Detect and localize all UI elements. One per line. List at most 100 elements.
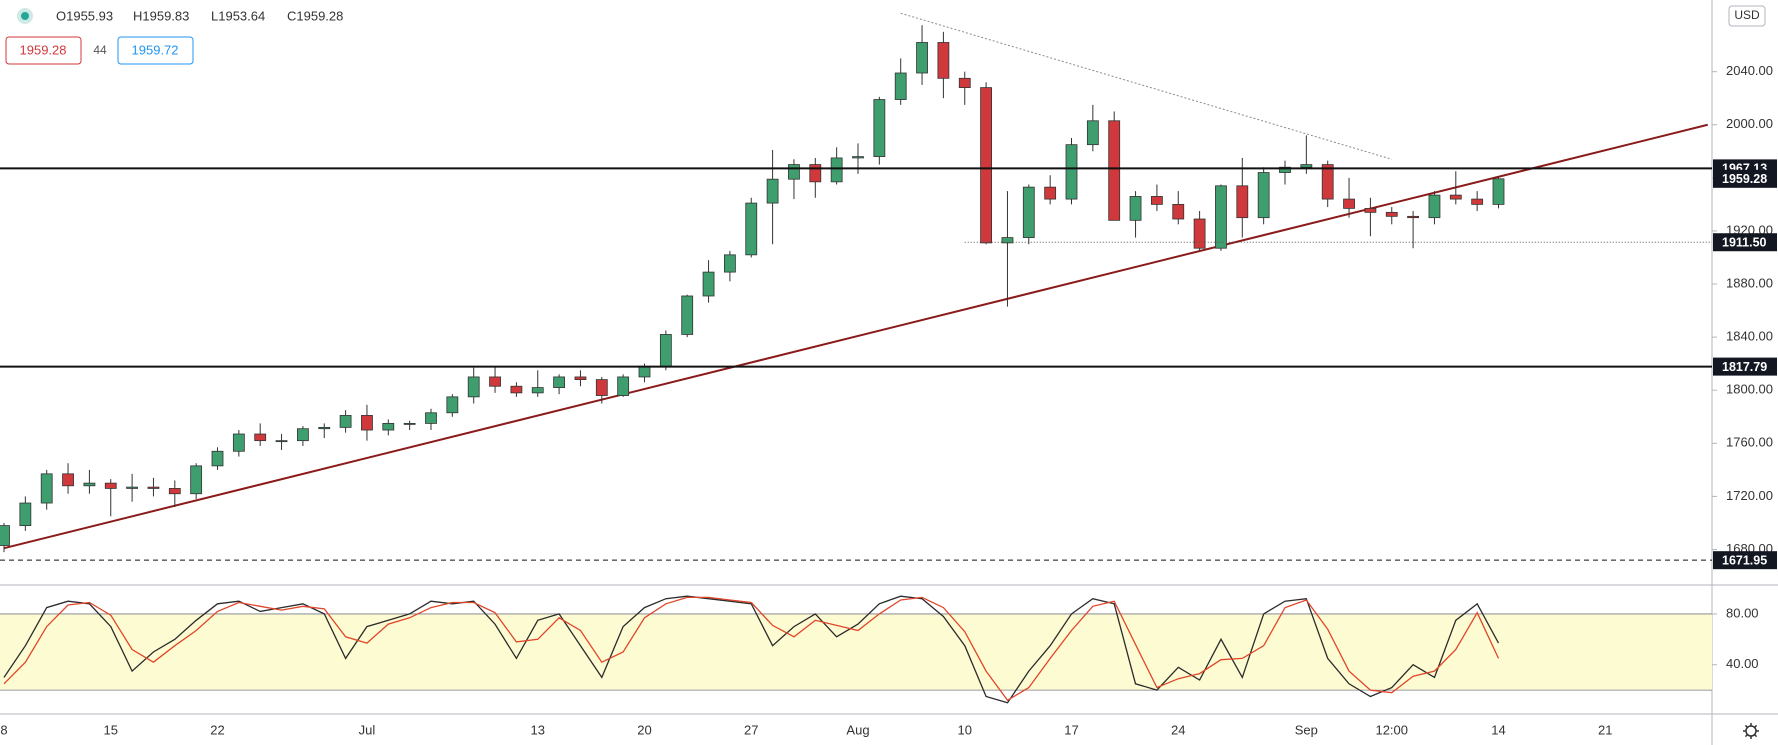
- currency[interactable]: USD: [1734, 8, 1760, 22]
- candle-body: [873, 99, 886, 158]
- oscillator-line: [3, 596, 1500, 702]
- marks: 1680.001720.001760.001800.001840.001880.…: [0, 12, 1777, 737]
- ask-price[interactable]: 1959.72: [132, 42, 179, 57]
- level-label-box: [1713, 551, 1777, 570]
- y-tick-label: 1800.00: [1726, 382, 1773, 397]
- x-tick-label: 21: [1598, 722, 1612, 737]
- y-tick-label: 1880.00: [1726, 275, 1773, 290]
- trendline: [900, 12, 1392, 160]
- candle-body: [425, 412, 437, 424]
- candle-body: [937, 42, 950, 79]
- candle-body: [916, 42, 928, 74]
- candle-body: [275, 440, 288, 443]
- candle-body: [638, 365, 651, 378]
- currency-box[interactable]: [1728, 5, 1766, 27]
- settings-icon[interactable]: [1743, 723, 1759, 739]
- y-tick-label: 80.00: [1726, 605, 1759, 620]
- y-tick-label: 1760.00: [1726, 435, 1773, 450]
- candle-body: [1065, 144, 1078, 200]
- candle-body: [1236, 185, 1249, 219]
- candle-body: [553, 376, 565, 388]
- x-tick-label: Aug: [846, 722, 869, 737]
- candle-body: [1343, 198, 1355, 209]
- candle-body: [489, 376, 501, 387]
- candle-body: [1172, 203, 1185, 220]
- candle-body: [296, 428, 309, 442]
- x-tick-label: 10: [958, 722, 972, 737]
- candle-body: [1449, 194, 1462, 200]
- candle-body: [83, 482, 96, 487]
- y-tick-label: 1840.00: [1726, 329, 1773, 344]
- candle-body: [980, 87, 992, 244]
- candle-body: [1471, 198, 1484, 205]
- candle-body: [1215, 185, 1227, 249]
- legend: O1955.93 H1959.83 L1953.64 C1959.28 1959…: [5, 8, 343, 65]
- candle-body: [104, 482, 117, 489]
- x-tick-label: 8: [0, 722, 7, 737]
- candle-body: [62, 473, 74, 487]
- candle-body: [1001, 237, 1014, 244]
- spread: 44: [93, 43, 107, 57]
- x-tick-label: 22: [210, 722, 224, 737]
- sell-box[interactable]: [5, 36, 82, 65]
- candle-body: [168, 488, 181, 495]
- x-tick-label: 14: [1491, 722, 1505, 737]
- candle-body: [1151, 196, 1163, 205]
- level-label-box: [1713, 357, 1777, 376]
- candle-body: [894, 72, 907, 100]
- candle-body: [19, 502, 32, 527]
- open-value: O1955.93: [56, 8, 113, 23]
- candle-body: [1279, 166, 1291, 173]
- candle-body: [126, 486, 138, 489]
- buy-box[interactable]: [117, 36, 194, 65]
- high-value: H1959.83: [133, 8, 189, 23]
- candle-body: [446, 396, 459, 414]
- candle-body: [659, 334, 672, 367]
- candle-body: [595, 379, 608, 396]
- candle-body: [617, 376, 630, 396]
- candle-body: [361, 415, 373, 431]
- candle-body: [1044, 186, 1057, 200]
- candle-body: [1300, 164, 1313, 168]
- candle-body: [403, 422, 416, 425]
- candle-body: [190, 465, 203, 495]
- oscillator-band: [0, 613, 1712, 691]
- level-label: 1671.95: [1722, 553, 1767, 567]
- y-tick-label: 40.00: [1726, 656, 1759, 671]
- candle-body: [681, 295, 694, 335]
- candle-body: [766, 178, 779, 204]
- candle-body: [382, 422, 395, 431]
- candle-body: [0, 525, 10, 546]
- x-tick-label: Jul: [359, 722, 376, 737]
- candle-body: [958, 77, 971, 88]
- candle-body: [809, 164, 822, 183]
- level-label-box: [1713, 233, 1777, 252]
- x-tick-label: 20: [637, 722, 651, 737]
- candle-body: [574, 376, 587, 381]
- level-label: 1817.79: [1722, 360, 1767, 374]
- bid-price[interactable]: 1959.28: [20, 42, 67, 57]
- x-tick-label: 17: [1064, 722, 1078, 737]
- x-tick-label: 24: [1171, 722, 1185, 737]
- candle-body: [531, 387, 544, 394]
- y-tick-label: 1720.00: [1726, 488, 1773, 503]
- candle-body: [1257, 172, 1270, 219]
- candle-body: [211, 450, 224, 467]
- candle-body: [318, 426, 331, 430]
- candle-body: [1364, 207, 1377, 213]
- oscillator-line: [3, 595, 1500, 704]
- candle-body: [852, 156, 864, 159]
- gear-teeth[interactable]: [1743, 723, 1759, 739]
- candle-body: [1129, 196, 1142, 221]
- candle-body: [1385, 211, 1398, 217]
- level-label: 1911.50: [1722, 236, 1767, 250]
- candle-body: [1022, 186, 1035, 238]
- level-label-box: [1713, 169, 1777, 188]
- candle-body: [510, 385, 523, 394]
- candle-body: [232, 433, 245, 452]
- symbol-icon-dot: [21, 12, 29, 20]
- candle-body: [1086, 120, 1099, 146]
- x-tick-label: Sep: [1295, 722, 1318, 737]
- y-tick-label: 2000.00: [1726, 116, 1773, 131]
